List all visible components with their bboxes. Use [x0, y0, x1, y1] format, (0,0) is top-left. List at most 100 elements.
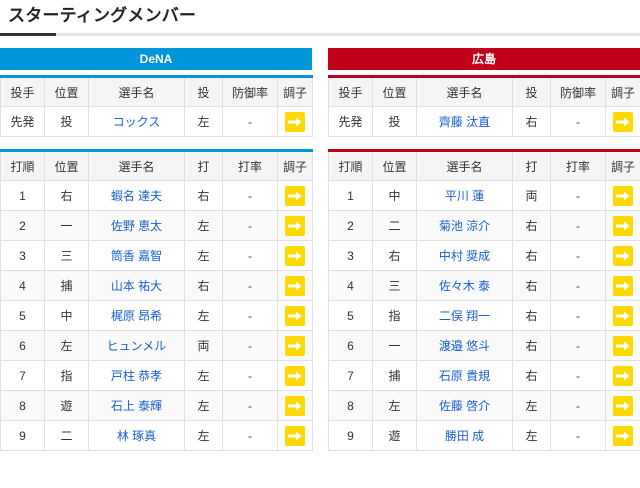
col-header-condition: 調子	[277, 76, 313, 107]
batting-position: 左	[44, 330, 89, 361]
batter-condition[interactable]	[277, 390, 313, 421]
arrow-right-icon	[613, 305, 633, 326]
batter-average: -	[550, 270, 606, 301]
batting-position: 一	[372, 330, 417, 361]
batter-bats: 右	[512, 240, 551, 271]
table-row: 7 指 戸柱 恭孝 左 -	[0, 360, 313, 391]
batter-condition[interactable]	[605, 420, 640, 451]
batting-order: 8	[0, 390, 45, 421]
batter-name[interactable]: 山本 祐大	[88, 270, 185, 301]
arrow-right-icon	[285, 395, 305, 416]
table-header-row: 投手 位置 選手名 投 防御率 調子	[0, 76, 313, 107]
batter-condition[interactable]	[605, 240, 640, 271]
batter-average: -	[550, 390, 606, 421]
arrow-right-icon	[613, 275, 633, 296]
batter-condition[interactable]	[277, 240, 313, 271]
batter-name[interactable]: 菊池 涼介	[416, 210, 513, 241]
batter-name[interactable]: 戸柱 恭孝	[88, 360, 185, 391]
batter-name[interactable]: 蝦名 達夫	[88, 180, 185, 211]
batting-position: 二	[44, 420, 89, 451]
batter-condition[interactable]	[605, 270, 640, 301]
batter-condition[interactable]	[277, 360, 313, 391]
batting-order: 7	[0, 360, 45, 391]
batter-name-label: 菊池 涼介	[438, 219, 491, 233]
batter-average: -	[550, 300, 606, 331]
pitcher-position: 投	[44, 106, 89, 137]
batter-name[interactable]: 梶原 昂希	[88, 300, 185, 331]
batter-name[interactable]: 石原 貴規	[416, 360, 513, 391]
batter-condition[interactable]	[277, 420, 313, 451]
batting-order: 2	[0, 210, 45, 241]
batter-condition[interactable]	[605, 330, 640, 361]
batting-order: 9	[328, 420, 373, 451]
batting-position: 右	[372, 240, 417, 271]
batter-name[interactable]: 佐野 恵太	[88, 210, 185, 241]
batting-order: 3	[0, 240, 45, 271]
batting-position: 三	[372, 270, 417, 301]
batter-name[interactable]: ヒュンメル	[88, 330, 185, 361]
batter-average: -	[222, 300, 278, 331]
batter-average: -	[222, 420, 278, 451]
batter-condition[interactable]	[277, 330, 313, 361]
col-header-throws: 投	[184, 76, 223, 107]
batter-average: -	[550, 240, 606, 271]
table-row: 先発 投 齊藤 汰直 右 -	[328, 106, 640, 137]
batter-condition[interactable]	[605, 180, 640, 211]
batter-average: -	[222, 210, 278, 241]
arrow-right-icon	[613, 185, 633, 206]
batter-condition[interactable]	[277, 180, 313, 211]
batting-position: 遊	[372, 420, 417, 451]
col-header-average: 打率	[222, 150, 278, 181]
batter-name-label: 林 琢真	[116, 429, 157, 443]
pitcher-condition[interactable]	[605, 106, 640, 137]
col-header-throws: 投	[512, 76, 551, 107]
batter-condition[interactable]	[605, 360, 640, 391]
batter-condition[interactable]	[277, 300, 313, 331]
table-row: 6 一 渡邉 悠斗 右 -	[328, 330, 640, 361]
batter-condition[interactable]	[605, 390, 640, 421]
col-header-role: 投手	[328, 76, 373, 107]
batter-name-label: 佐々木 泰	[438, 279, 491, 293]
col-header-role: 投手	[0, 76, 45, 107]
batter-name[interactable]: 渡邉 悠斗	[416, 330, 513, 361]
pitcher-name[interactable]: コックス	[88, 106, 185, 137]
batting-order: 4	[328, 270, 373, 301]
batter-condition[interactable]	[277, 210, 313, 241]
arrow-right-icon	[285, 275, 305, 296]
batter-condition[interactable]	[605, 300, 640, 331]
batter-average: -	[550, 420, 606, 451]
batting-order: 1	[0, 180, 45, 211]
col-header-average: 打率	[550, 150, 606, 181]
col-header-order: 打順	[328, 150, 373, 181]
batter-bats: 右	[512, 360, 551, 391]
table-row: 5 中 梶原 昂希 左 -	[0, 300, 313, 331]
arrow-right-icon	[613, 395, 633, 416]
batter-name[interactable]: 二俣 翔一	[416, 300, 513, 331]
col-header-position: 位置	[372, 76, 417, 107]
batting-order: 6	[328, 330, 373, 361]
batter-name[interactable]: 林 琢真	[88, 420, 185, 451]
batter-name[interactable]: 佐藤 啓介	[416, 390, 513, 421]
team-banner-carp: 広島	[328, 48, 640, 70]
batting-position: 捕	[372, 360, 417, 391]
batter-name[interactable]: 中村 奨成	[416, 240, 513, 271]
batter-name[interactable]: 平川 蓮	[416, 180, 513, 211]
batter-name[interactable]: 石上 泰輝	[88, 390, 185, 421]
batter-name-label: 佐野 恵太	[110, 219, 163, 233]
col-header-player: 選手名	[88, 76, 185, 107]
batter-condition[interactable]	[605, 210, 640, 241]
batter-name[interactable]: 勝田 成	[416, 420, 513, 451]
pitcher-name[interactable]: 齊藤 汰直	[416, 106, 513, 137]
batter-name-label: 梶原 昂希	[110, 309, 163, 323]
batter-name-label: 佐藤 啓介	[438, 399, 491, 413]
table-row: 4 三 佐々木 泰 右-	[328, 270, 640, 301]
pitcher-condition[interactable]	[277, 106, 313, 137]
col-header-era: 防御率	[222, 76, 278, 107]
arrow-right-icon	[285, 305, 305, 326]
table-header-row: 打順 位置 選手名 打 打率 調子	[328, 150, 640, 181]
batter-name[interactable]: 佐々木 泰	[416, 270, 513, 301]
batter-condition[interactable]	[277, 270, 313, 301]
batter-bats: 左	[184, 240, 223, 271]
batter-name[interactable]: 筒香 嘉智	[88, 240, 185, 271]
